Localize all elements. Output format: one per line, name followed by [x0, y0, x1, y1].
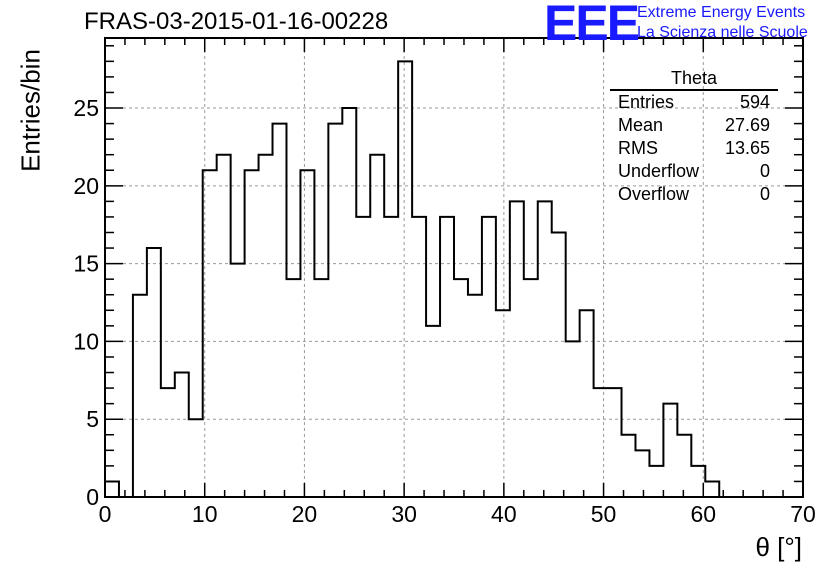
- histogram-bin: [314, 279, 328, 497]
- y-tick-label: 15: [73, 251, 99, 277]
- stats-label: RMS: [618, 138, 658, 158]
- histogram-bin: [203, 170, 217, 497]
- histogram-bin: [622, 435, 636, 497]
- histogram-bin: [510, 201, 524, 497]
- stats-label: Overflow: [618, 184, 690, 204]
- y-tick-label: 20: [73, 173, 99, 199]
- histogram-bin: [286, 279, 300, 497]
- histogram-bin: [370, 155, 384, 497]
- stats-value: 0: [759, 184, 770, 204]
- y-tick-label: 0: [86, 484, 99, 510]
- histogram-bin: [300, 170, 314, 497]
- histogram-bin: [189, 419, 203, 497]
- x-tick-label: 0: [99, 501, 112, 527]
- histogram-bin: [552, 232, 566, 497]
- histogram-bin: [175, 373, 189, 497]
- histogram-bin: [259, 155, 273, 497]
- histogram-bin: [482, 217, 496, 497]
- y-tick-label: 5: [86, 406, 99, 432]
- histogram-bin: [245, 170, 259, 497]
- logo-line-2: La Scienza nelle Scuole: [637, 24, 808, 41]
- histogram-bin: [105, 481, 119, 497]
- x-tick-label: 30: [391, 501, 417, 527]
- stats-row-rms: RMS 13.65: [610, 137, 778, 160]
- x-tick-label: 10: [192, 501, 218, 527]
- x-tick-label: 40: [491, 501, 517, 527]
- stats-row-mean: Mean 27.69: [610, 114, 778, 137]
- histogram-bin: [161, 388, 175, 497]
- x-axis-label: θ [°]: [755, 532, 802, 562]
- histogram-bin: [594, 388, 608, 497]
- chart-title: FRAS-03-2015-01-16-00228: [84, 8, 389, 35]
- histogram-bin: [133, 295, 147, 497]
- y-axis-label: Entries/bin: [15, 49, 46, 172]
- histogram-bin: [468, 295, 482, 497]
- x-tick-label: 20: [292, 501, 318, 527]
- histogram-bin: [705, 481, 719, 497]
- histogram-bin: [398, 61, 412, 497]
- stats-value: 13.65: [724, 138, 770, 158]
- plot-frame: [104, 37, 804, 498]
- y-tick-label: 25: [73, 95, 99, 121]
- histogram-bin: [412, 217, 426, 497]
- x-tick-label: 70: [790, 501, 816, 527]
- logo-mark: EEE: [544, 0, 640, 51]
- histogram-bin: [608, 388, 622, 497]
- tick-labels: 0 10 20 30 40 50 60 70 0 5 10 15 20 25: [73, 95, 815, 527]
- histogram-bin: [273, 124, 287, 497]
- histogram-bin: [356, 217, 370, 497]
- stats-label: Underflow: [618, 161, 700, 181]
- stats-row-entries: Entries 594: [610, 91, 778, 114]
- stats-label: Mean: [618, 115, 664, 135]
- stats-value: 27.69: [724, 115, 770, 135]
- histogram-bin: [426, 326, 440, 497]
- stats-row-overflow: Overflow 0: [610, 183, 778, 206]
- histogram-outline: [104, 60, 803, 498]
- stats-value: 0: [759, 161, 770, 181]
- histogram-bin: [328, 124, 342, 497]
- stats-label: Entries: [618, 92, 675, 112]
- axes-frame: [104, 37, 804, 498]
- x-tick-label: 60: [690, 501, 716, 527]
- stats-value: 594: [739, 92, 770, 112]
- histogram-bin: [342, 108, 356, 497]
- histogram-bin: [538, 201, 552, 497]
- histogram-bin: [524, 279, 538, 497]
- histogram-bin: [147, 248, 161, 497]
- histogram-bin: [580, 310, 594, 497]
- logo-line-1: Extreme Energy Events: [637, 4, 806, 21]
- axis-ticks: [104, 38, 804, 498]
- histogram-bin: [566, 341, 580, 497]
- histogram-bars: [104, 60, 803, 498]
- grid-lines: [105, 38, 803, 497]
- histogram-bin: [496, 310, 510, 497]
- x-tick-label: 50: [591, 501, 617, 527]
- histogram-bin: [454, 279, 468, 497]
- histogram-bin: [384, 217, 398, 497]
- y-tick-label: 10: [73, 328, 99, 354]
- histogram-bin: [217, 155, 231, 497]
- histogram-bin: [677, 435, 691, 497]
- stats-box: Theta Entries 594 Mean 27.69 RMS 13.65 U…: [610, 68, 778, 206]
- histogram-bin: [231, 264, 245, 497]
- histogram-bin: [663, 404, 677, 497]
- stats-box-title: Theta: [610, 68, 778, 91]
- histogram-bin: [440, 217, 454, 497]
- histogram-bin: [649, 466, 663, 497]
- histogram-bin: [635, 450, 649, 497]
- stats-row-underflow: Underflow 0: [610, 160, 778, 183]
